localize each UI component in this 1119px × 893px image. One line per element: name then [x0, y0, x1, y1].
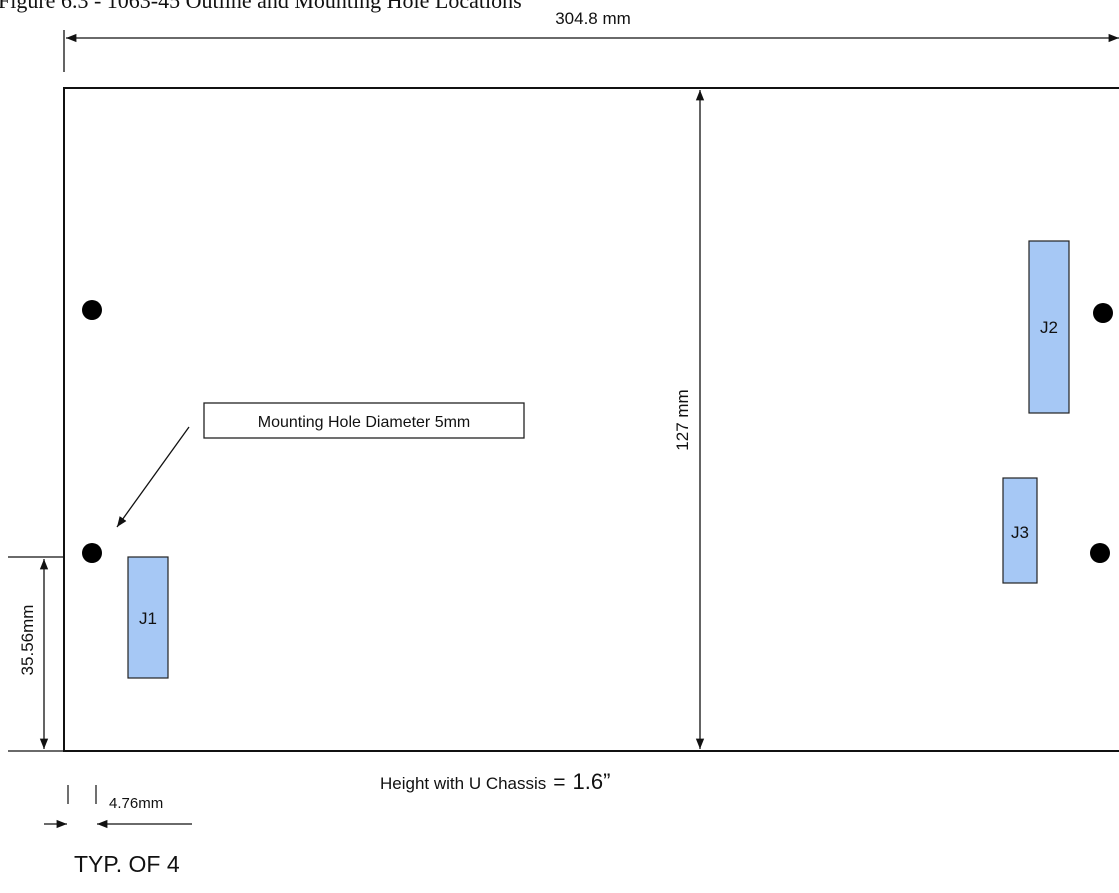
- connector-j2-label: J2: [1040, 318, 1058, 337]
- mounting-hole: [82, 543, 102, 563]
- height-note-prefix: Height with U Chassis: [380, 774, 546, 793]
- typical-note: TYP. OF 4: [74, 851, 180, 877]
- mounting-hole: [1090, 543, 1110, 563]
- height-note: Height with U Chassis = 1.6”: [380, 769, 610, 794]
- height-note-value: 1.6”: [573, 769, 611, 794]
- figure-caption: Figure 6.3 - 1063-45 Outline and Mountin…: [0, 0, 522, 13]
- offset-vertical-label: 35.56mm: [18, 605, 37, 676]
- connector-j1-label: J1: [139, 609, 157, 628]
- width-dimension-label: 304.8 mm: [555, 9, 631, 28]
- callout-label: Mounting Hole Diameter 5mm: [258, 414, 471, 431]
- connector-j3: [1002, 477, 1038, 584]
- mounting-hole: [1093, 303, 1113, 323]
- board-outline: [63, 87, 1119, 752]
- mounting-hole: [82, 300, 102, 320]
- callout-box: [203, 402, 525, 439]
- connector-j3-label: J3: [1011, 523, 1029, 542]
- offset-horizontal-label: 4.76mm: [109, 795, 163, 812]
- connector-j2: [1028, 240, 1070, 414]
- height-dimension-label: 127 mm: [673, 389, 692, 450]
- callout-leader-arrow: [116, 426, 190, 528]
- height-note-equals: =: [553, 771, 565, 794]
- connector-j1: [127, 556, 169, 679]
